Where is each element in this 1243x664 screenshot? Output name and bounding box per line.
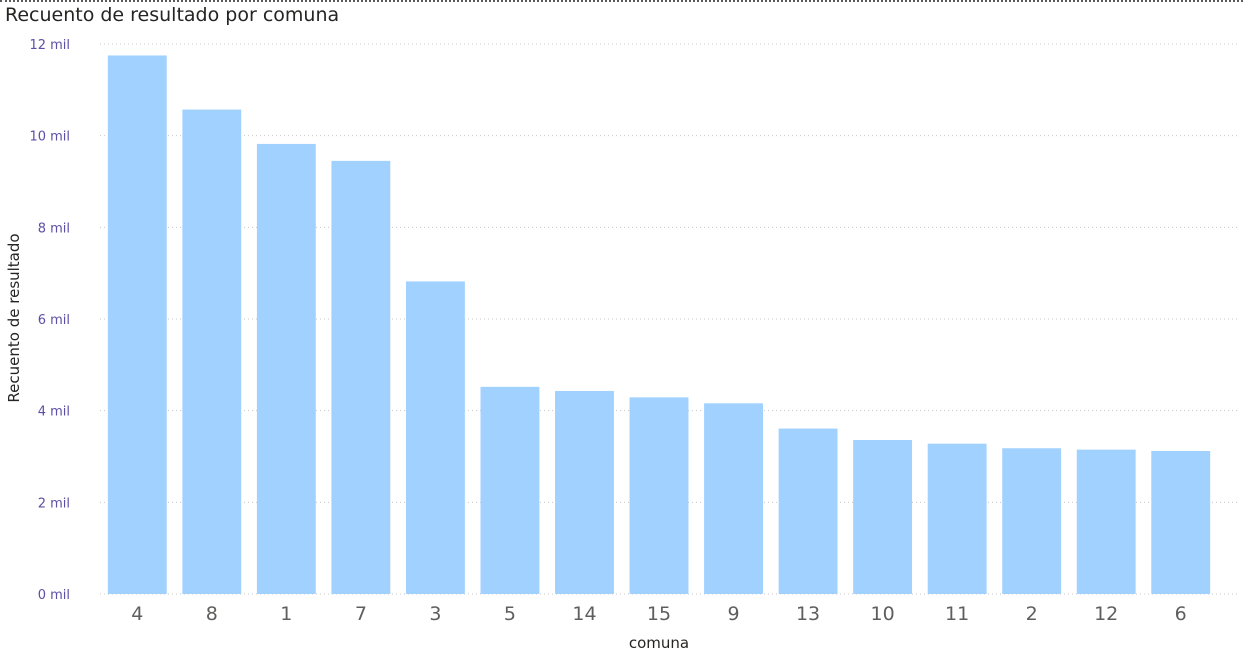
x-tick-label: 10 bbox=[871, 603, 895, 625]
bar-comuna-14[interactable] bbox=[555, 390, 614, 594]
x-axis-ticks: 4 8 1 7 3 5 14 15 9 13 10 11 2 12 6 bbox=[131, 603, 1187, 625]
x-tick-label: 11 bbox=[945, 603, 969, 625]
bar-comuna-9[interactable] bbox=[704, 403, 763, 594]
bar-comuna-11[interactable] bbox=[927, 443, 987, 594]
y-axis-title: Recuento de resultado bbox=[5, 233, 23, 402]
y-tick-label: 6 mil bbox=[38, 313, 70, 328]
y-tick-label: 10 mil bbox=[29, 130, 70, 145]
bar-comuna-13[interactable] bbox=[778, 428, 838, 594]
bar-comuna-10[interactable] bbox=[853, 440, 913, 594]
x-tick-label: 5 bbox=[504, 603, 516, 625]
x-tick-label: 8 bbox=[206, 603, 218, 625]
bar-comuna-7[interactable] bbox=[331, 160, 391, 594]
y-tick-label: 0 mil bbox=[38, 588, 70, 603]
x-tick-label: 6 bbox=[1175, 603, 1187, 625]
x-tick-label: 3 bbox=[429, 603, 441, 625]
y-tick-label: 8 mil bbox=[38, 221, 70, 236]
y-axis-ticks: 0 mil 2 mil 4 mil 6 mil 8 mil 10 mil 12 mil bbox=[29, 38, 70, 603]
bar-comuna-8[interactable] bbox=[182, 109, 242, 595]
bar-comuna-2[interactable] bbox=[1002, 448, 1062, 594]
x-tick-label: 1 bbox=[280, 603, 292, 625]
x-tick-label: 7 bbox=[355, 603, 367, 625]
y-tick-label: 4 mil bbox=[38, 405, 70, 420]
bar-comuna-6[interactable] bbox=[1151, 451, 1211, 594]
bar-comuna-15[interactable] bbox=[629, 397, 689, 594]
bars bbox=[107, 55, 1211, 595]
bar-comuna-4[interactable] bbox=[107, 55, 167, 595]
bar-comuna-3[interactable] bbox=[405, 281, 465, 594]
x-tick-label: 2 bbox=[1026, 603, 1038, 625]
y-tick-label: 2 mil bbox=[38, 496, 70, 511]
x-tick-label: 14 bbox=[572, 603, 596, 625]
visual-top-border bbox=[0, 0, 1243, 2]
x-tick-label: 9 bbox=[727, 603, 739, 625]
bar-comuna-12[interactable] bbox=[1076, 449, 1136, 594]
x-tick-label: 13 bbox=[796, 603, 820, 625]
bar-comuna-5[interactable] bbox=[480, 386, 540, 594]
chart-title: Recuento de resultado por comuna bbox=[5, 4, 340, 26]
x-tick-label: 4 bbox=[131, 603, 143, 625]
y-tick-label: 12 mil bbox=[29, 38, 70, 53]
x-axis-title: comuna bbox=[629, 634, 689, 652]
bar-comuna-1[interactable] bbox=[256, 143, 316, 594]
x-tick-label: 12 bbox=[1094, 603, 1118, 625]
x-tick-label: 15 bbox=[647, 603, 671, 625]
